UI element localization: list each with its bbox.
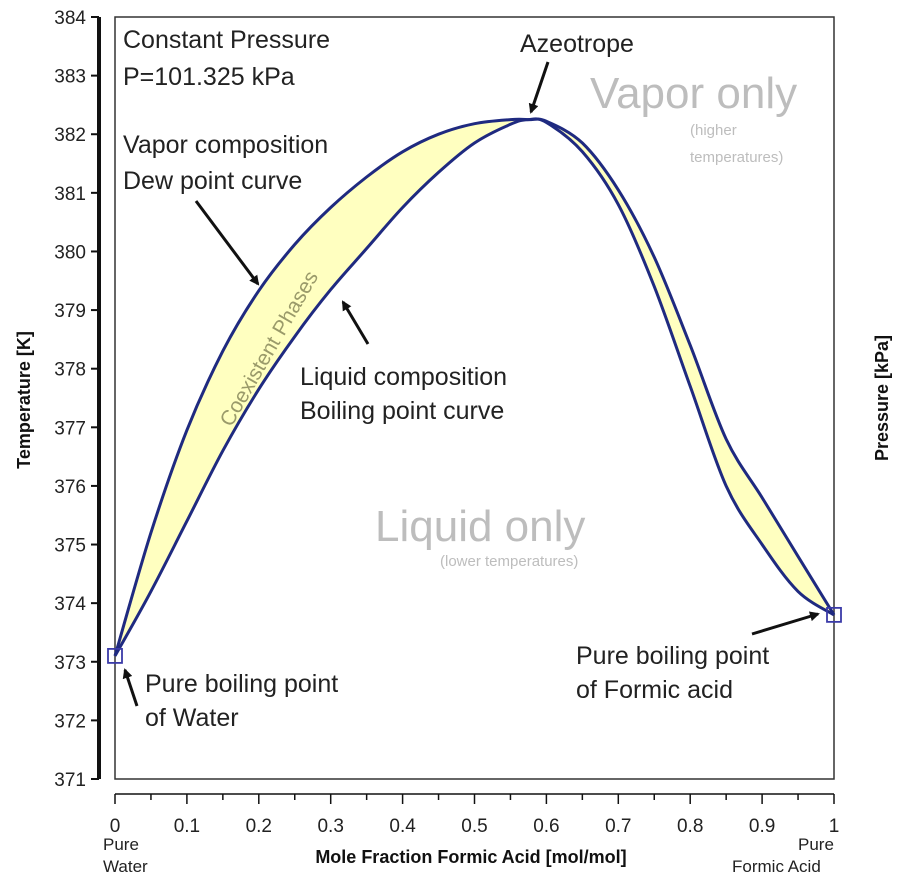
pressure-axis-title: Pressure [kPa] — [872, 335, 892, 461]
azeotrope-label: Azeotrope — [520, 30, 634, 58]
x-tick-label: 0.7 — [605, 816, 631, 837]
azeotrope-arrow — [528, 61, 550, 114]
vapor-only-sub-2: temperatures) — [690, 149, 783, 166]
y-tick-label: 374 — [54, 594, 86, 615]
x-axis-title: Mole Fraction Formic Acid [mol/mol] — [315, 847, 626, 867]
pressure-value-label: P=101.325 kPa — [123, 63, 295, 91]
y-tick-label: 378 — [54, 360, 86, 381]
x-tick-label: 0.8 — [677, 816, 703, 837]
y-tick-label: 376 — [54, 477, 86, 498]
y-axis-title: Temperature [K] — [14, 331, 34, 469]
x-axis-ticks: 0 0.1 0.2 0.3 0.4 0.5 0.6 0.7 0.8 0.9 1 — [110, 794, 840, 837]
vapor-only-sub-1: (higher — [690, 122, 737, 139]
formic-bp-label-2: of Formic acid — [576, 676, 733, 704]
dew-point-curve — [113, 117, 836, 657]
dew-curve-label-2: Dew point curve — [123, 167, 302, 195]
formic-bp-label-1: Pure boiling point — [576, 642, 769, 670]
y-tick-label: 380 — [54, 242, 86, 263]
x-tick-label: 0.1 — [174, 816, 200, 837]
liquid-only-label: Liquid only — [375, 502, 585, 551]
x-tick-label: 0.2 — [246, 816, 272, 837]
y-tick-label: 381 — [54, 184, 86, 205]
pure-water-label-1: Pure — [103, 835, 139, 854]
dew-curve-label-1: Vapor composition — [123, 131, 328, 159]
liquid-curve-label-1: Liquid composition — [300, 363, 507, 391]
liquid-only-sub: (lower temperatures) — [440, 553, 578, 570]
y-tick-label: 382 — [54, 125, 86, 146]
water-bp-label-1: Pure boiling point — [145, 670, 338, 698]
pure-point-marker — [826, 606, 842, 623]
constant-pressure-label: Constant Pressure — [123, 26, 330, 54]
pure-point-marker — [107, 648, 123, 664]
x-tick-label: 0.3 — [317, 816, 343, 837]
water-bp-arrow — [122, 668, 139, 707]
plot-frame — [114, 16, 835, 780]
x-tick-label: 0.6 — [533, 816, 559, 837]
x-tick-label: 0.4 — [389, 816, 416, 837]
dew-curve-arrow — [194, 200, 260, 286]
boiling-point-curve — [113, 117, 835, 657]
two-phase-region — [115, 118, 834, 656]
x-tick-label: 0.5 — [461, 816, 487, 837]
y-tick-label: 372 — [54, 711, 86, 732]
x-tick-label: 1 — [829, 816, 840, 837]
liquid-curve-arrow — [341, 300, 370, 345]
pure-formic-label-2: Formic Acid — [732, 857, 821, 876]
y-tick-label: 375 — [54, 536, 86, 557]
y-axis-ticks: 371 372 373 374 375 376 377 378 379 380 381 382 383 3… — [54, 8, 99, 791]
pure-formic-label-1: Pure — [798, 835, 834, 854]
x-tick-label: 0.9 — [749, 816, 775, 837]
liquid-curve-label-2: Boiling point curve — [300, 397, 504, 425]
y-tick-label: 373 — [54, 653, 86, 674]
y-tick-label: 379 — [54, 301, 86, 322]
y-tick-label: 371 — [54, 770, 86, 791]
y-tick-label: 384 — [54, 8, 86, 29]
pure-component-markers — [107, 606, 842, 664]
formic-bp-arrow — [751, 611, 820, 636]
water-bp-label-2: of Water — [145, 704, 239, 732]
pure-water-label-2: Water — [103, 857, 148, 876]
x-tick-label: 0 — [110, 816, 121, 837]
y-tick-label: 383 — [54, 67, 86, 88]
vapor-only-label: Vapor only — [590, 69, 797, 118]
y-tick-label: 377 — [54, 418, 86, 439]
